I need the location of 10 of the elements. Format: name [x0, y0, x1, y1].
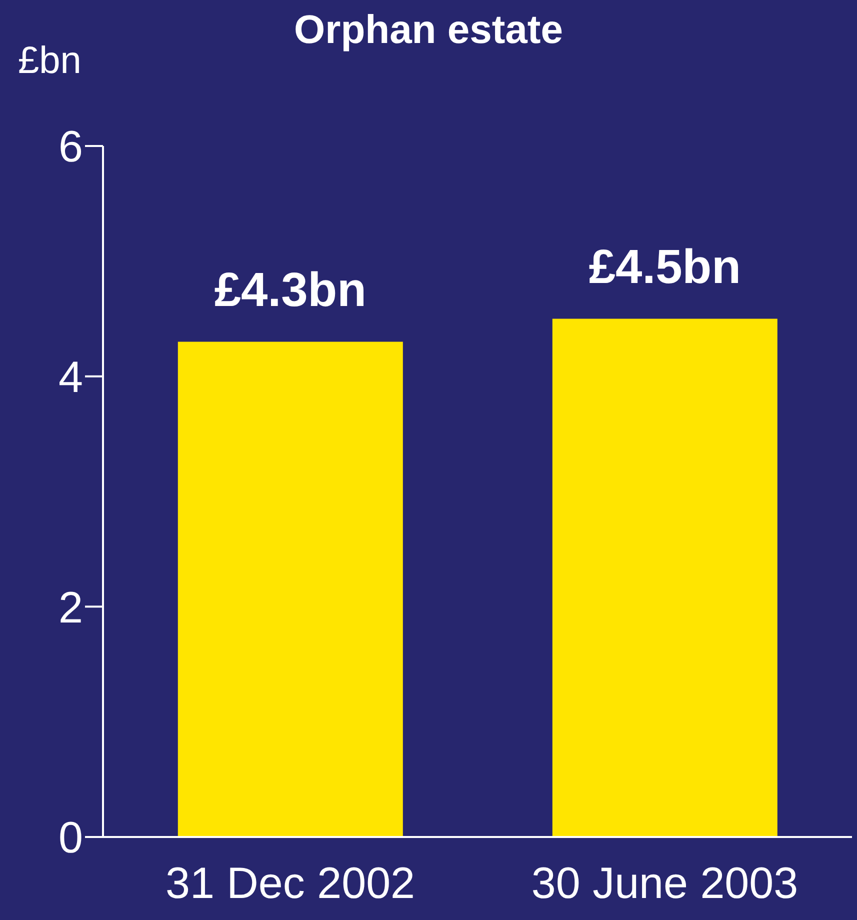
- chart-title: Orphan estate: [294, 8, 563, 52]
- y-tick-label: 0: [58, 814, 83, 863]
- y-tick-label: 2: [58, 583, 83, 632]
- data-label: £4.5bn: [588, 240, 741, 294]
- x-tick-label: 30 June 2003: [531, 859, 798, 908]
- y-tick-label: 6: [58, 122, 83, 172]
- x-tick-label: 31 Dec 2002: [165, 859, 416, 908]
- data-label: £4.3bn: [214, 264, 366, 317]
- y-axis-title: £bn: [18, 40, 82, 83]
- y-tick-label: 4: [58, 352, 83, 402]
